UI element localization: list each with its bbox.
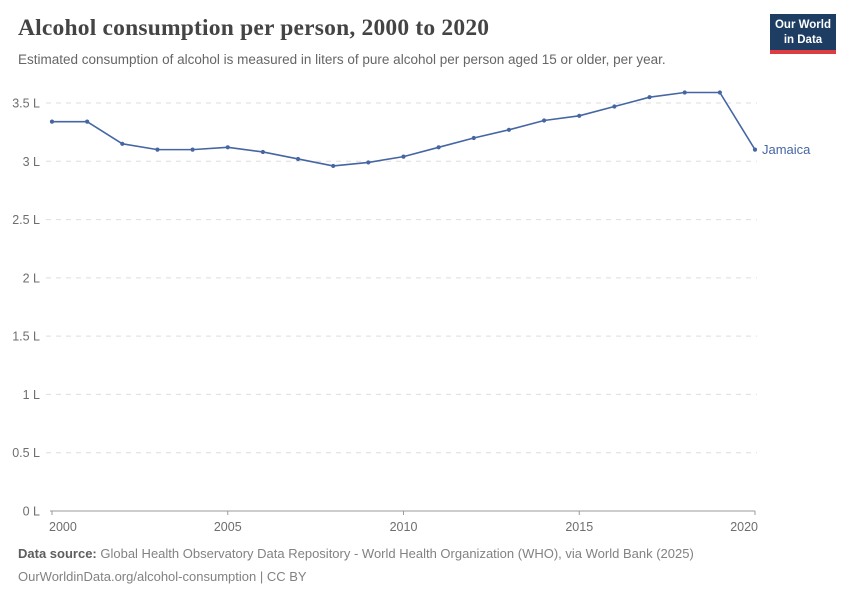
series-end-label[interactable]: Jamaica	[762, 142, 811, 157]
footer-separator: |	[256, 568, 267, 584]
data-point[interactable]	[647, 95, 652, 100]
data-point[interactable]	[717, 90, 722, 95]
y-axis-tick-label: 3.5 L	[12, 97, 40, 111]
data-point[interactable]	[190, 147, 195, 152]
data-point[interactable]	[225, 145, 230, 150]
data-point[interactable]	[49, 119, 55, 124]
x-axis-tick-label: 2005	[214, 520, 242, 534]
data-point[interactable]	[401, 154, 406, 159]
data-point[interactable]	[331, 163, 336, 169]
y-axis-tick-label: 3 L	[23, 155, 40, 169]
x-axis-tick-label: 2010	[390, 520, 418, 534]
data-point[interactable]	[542, 118, 547, 123]
data-point[interactable]	[436, 145, 441, 150]
x-axis-tick-label: 2000	[49, 520, 77, 534]
owid-logo[interactable]: Our World in Data	[770, 14, 836, 54]
data-point[interactable]	[260, 149, 265, 155]
data-source-text: Global Health Observatory Data Repositor…	[96, 546, 694, 561]
data-point[interactable]	[85, 119, 90, 124]
citation-line: OurWorldinData.org/alcohol-consumption |…	[18, 566, 833, 589]
data-point[interactable]	[682, 90, 687, 95]
data-source-line: Data source: Global Health Observatory D…	[18, 543, 833, 566]
owid-logo-line2: in Data	[783, 33, 823, 46]
data-point[interactable]	[155, 147, 160, 152]
data-point[interactable]	[366, 160, 371, 165]
y-axis-tick-label: 1.5 L	[12, 330, 40, 344]
y-axis-tick-label: 1 L	[23, 388, 40, 402]
data-point[interactable]	[612, 104, 617, 109]
owid-url-link[interactable]: OurWorldinData.org/alcohol-consumption	[18, 568, 257, 584]
owid-logo-line1: Our World	[774, 19, 831, 31]
data-source-label: Data source:	[18, 546, 97, 561]
data-point[interactable]	[295, 156, 301, 162]
y-axis-tick-label: 2.5 L	[12, 213, 40, 227]
x-axis-tick-label: 2020	[730, 520, 758, 534]
data-point[interactable]	[120, 141, 125, 146]
license-link[interactable]: CC BY	[266, 568, 307, 584]
data-point[interactable]	[752, 147, 758, 152]
y-axis-tick-label: 0.5 L	[12, 446, 40, 460]
x-axis-tick-label: 2015	[565, 520, 593, 534]
data-point[interactable]	[506, 127, 512, 132]
y-axis-tick-label: 2 L	[23, 271, 40, 285]
chart-footer: Data source: Global Health Observatory D…	[18, 543, 833, 589]
chart-subtitle: Estimated consumption of alcohol is meas…	[18, 52, 666, 67]
data-point[interactable]	[471, 135, 476, 141]
page-title: Alcohol consumption per person, 2000 to …	[18, 15, 490, 41]
y-axis-tick-label: 0 L	[23, 505, 40, 519]
data-point[interactable]	[577, 113, 582, 118]
